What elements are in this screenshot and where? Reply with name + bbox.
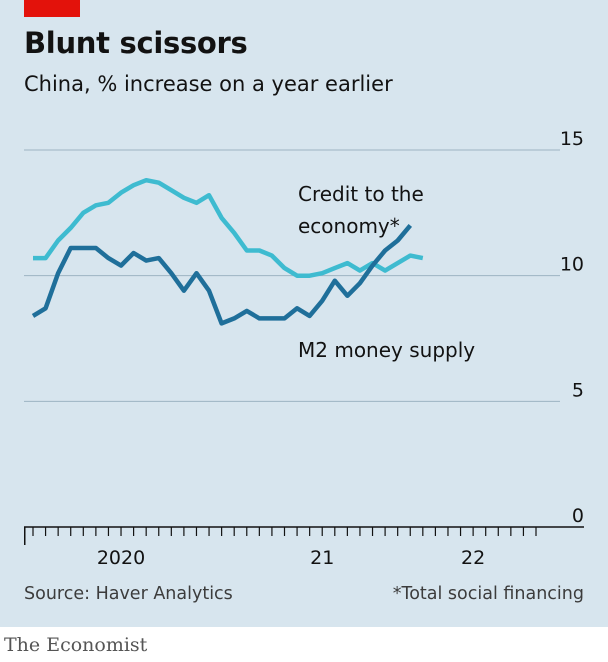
chart-subtitle: China, % increase on a year earlier	[24, 72, 393, 96]
y-tick-label: 10	[560, 254, 584, 276]
economist-logo: The Economist	[4, 634, 148, 656]
series-label: M2 money supply	[298, 338, 475, 362]
x-year-label: 2020	[97, 547, 145, 569]
brand-accent-bar	[24, 0, 80, 17]
chart-title: Blunt scissors	[24, 26, 248, 60]
series-lines	[31, 177, 424, 326]
series-label: Credit to the	[298, 182, 424, 206]
labels: 0 5 10 15 2020 21 22 Credit to the economy* M2 mo…	[97, 128, 584, 569]
source-note: Source: Haver Analytics	[24, 584, 233, 604]
x-year-label: 22	[461, 547, 485, 569]
footnote: *Total social financing	[392, 584, 584, 604]
series-label: economy*	[298, 214, 400, 238]
credit-series-line	[33, 177, 424, 278]
m2-series-line	[31, 223, 413, 326]
x-year-label: 21	[310, 547, 334, 569]
x-axis	[24, 526, 584, 545]
gridlines	[24, 149, 560, 402]
y-tick-label: 5	[572, 379, 584, 401]
line-chart: 0 5 10 15 2020 21 22 Credit to the economy* M2 mo…	[24, 128, 584, 569]
y-tick-label: 0	[572, 505, 584, 527]
y-tick-label: 15	[560, 128, 584, 150]
